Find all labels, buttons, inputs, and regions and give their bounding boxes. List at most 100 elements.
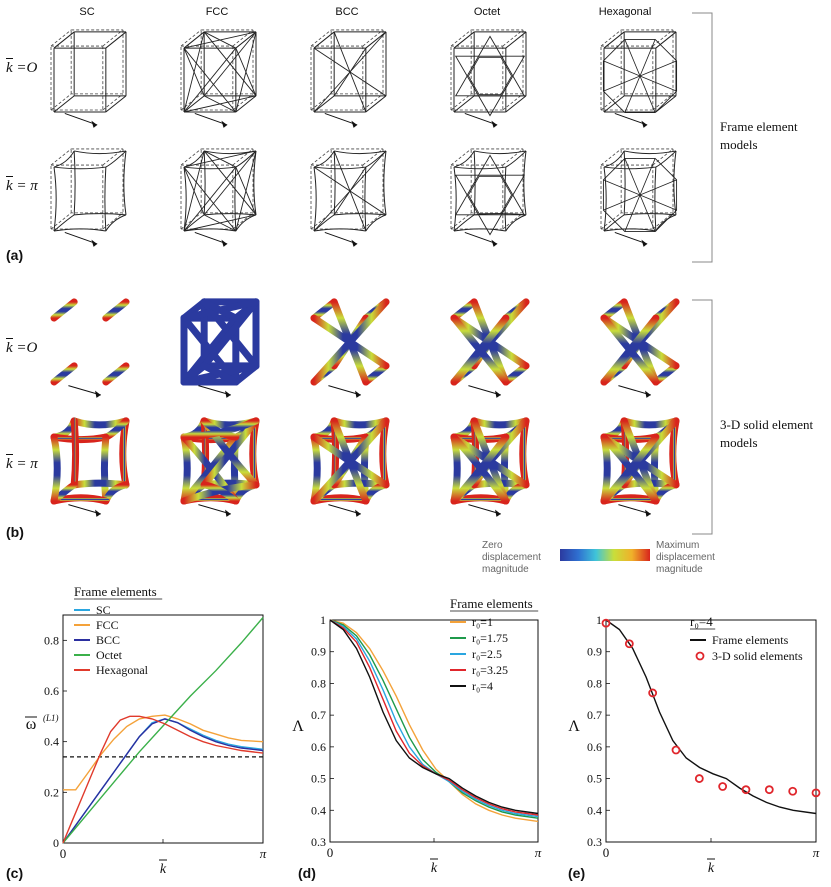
chart-e-point-1-8 — [788, 786, 798, 796]
chart-d-series-0 — [329, 619, 539, 823]
solid-fcc-k0 — [180, 298, 260, 398]
chart-d-ytick-label: 0.3 — [311, 835, 326, 849]
solid-octet-kpi — [450, 417, 530, 517]
lattice-fcc-k0 — [180, 29, 257, 128]
chart-e-point-1-5 — [718, 782, 728, 791]
panel-label-d: (d) — [298, 865, 316, 881]
chart-d-ytick-label: 0.7 — [311, 708, 326, 722]
row-label-k0-b: k =O — [6, 338, 38, 356]
lattice-bcc-kpi — [310, 148, 387, 247]
chart-e-point-1-4 — [694, 774, 704, 783]
panel-label-b: (b) — [6, 524, 24, 540]
chart-c-ytick-label: 0.4 — [44, 735, 59, 749]
chart-e-legend-label-0: Frame elements — [712, 633, 789, 647]
col-head-sc: SC — [79, 6, 95, 18]
col-head-hexagonal: Hexagonal — [598, 6, 652, 18]
solid-octet-k0 — [450, 298, 530, 398]
chart-e: 0.3 0.4 0.5 0.6 0.7 0.8 0.9 1 0 π k Λr₀=4 Frame elem… — [568, 613, 821, 876]
chart-d-series-3 — [329, 619, 539, 816]
row-label-kpi-a: k = π — [6, 176, 38, 194]
colorbar-low-label: Zero displacement magnitude — [482, 540, 541, 575]
chart-c-legend-title: Frame elements — [74, 584, 157, 599]
chart-e-point-1-9 — [811, 788, 821, 798]
colorbar-high-label: Maximum displacement magnitude — [656, 540, 715, 575]
chart-d-xlabel: k — [431, 861, 438, 876]
solid-hexagonal-k0 — [600, 298, 680, 398]
chart-d-legend-label-2: r₀=2.5 — [472, 647, 502, 661]
chart-e-point-1-6 — [741, 785, 751, 795]
chart-d-xtick-label: π — [535, 845, 542, 860]
chart-c-series-1 — [63, 714, 264, 791]
lattice-octet-k0 — [450, 29, 527, 128]
chart-d-legend-label-0: r₀=1 — [472, 615, 493, 629]
chart-d-series-1 — [329, 619, 539, 819]
chart-e-xtick-label: π — [813, 845, 820, 860]
solid-sc-kpi — [50, 417, 130, 517]
lattice-hexagonal-k0 — [600, 29, 678, 128]
chart-e-ytick-label: 0.8 — [587, 676, 602, 690]
chart-c-ytick-label: 0.6 — [44, 684, 59, 698]
panel-label-e: (e) — [568, 865, 586, 881]
chart-d-ytick-label: 0.6 — [311, 740, 326, 754]
solid-bcc-k0 — [310, 298, 390, 398]
chart-c-legend-label-1: FCC — [96, 618, 119, 632]
panel-label-a: (a) — [6, 247, 24, 263]
lattice-fcc-kpi — [180, 148, 257, 247]
chart-e-ytick-label: 0.4 — [587, 803, 602, 817]
chart-d-series-2 — [329, 619, 539, 818]
solid-hexagonal-kpi — [600, 417, 680, 517]
chart-e-ytick-label: 0.5 — [587, 772, 602, 786]
chart-d-series-4 — [329, 619, 539, 815]
solid-bcc-kpi — [310, 417, 390, 517]
chart-d-legend-label-3: r₀=3.25 — [472, 663, 508, 677]
chart-e-xlabel: k — [708, 861, 715, 876]
chart-e-ytick-label: 0.7 — [587, 708, 602, 722]
row-label-k0-a: k =O — [6, 58, 38, 76]
chart-c-xlabel: k — [160, 862, 167, 877]
chart-e-point-1-7 — [764, 785, 774, 795]
chart-c-legend-label-2: BCC — [96, 633, 120, 647]
bracket-solid — [692, 299, 713, 535]
chart-c-legend-label-0: SC — [96, 603, 111, 617]
side-label-solid: 3-D solid element models — [720, 417, 814, 450]
chart-d-ytick-label: 0.5 — [311, 772, 326, 786]
chart-e-legend-label-1: 3-D solid elements — [712, 649, 803, 663]
chart-c-series-4 — [62, 715, 264, 844]
chart-e-point-1-3 — [671, 745, 681, 755]
chart-e-ytick-label: 1 — [596, 613, 602, 627]
lattice-bcc-k0 — [310, 29, 387, 128]
chart-d-legend-label-1: r₀=1.75 — [472, 631, 508, 645]
chart-e-ytick-label: 0.9 — [587, 645, 602, 659]
bracket-frame — [692, 12, 713, 263]
chart-d-ytick-label: 0.8 — [311, 676, 326, 690]
chart-e-point-1-1 — [624, 639, 634, 649]
chart-c-series-0 — [62, 718, 264, 844]
chart-e-xtick-label: 0 — [603, 845, 610, 860]
col-head-bcc: BCC — [335, 6, 359, 18]
chart-c-ylabel: ω — [26, 716, 37, 733]
chart-c-xtick-label: π — [260, 846, 267, 861]
frame-lattice-diagrams — [50, 29, 678, 247]
row-label-kpi-b: k = π — [6, 454, 38, 472]
chart-d-xtick-label: 0 — [327, 845, 334, 860]
chart-c-series-3 — [62, 617, 264, 844]
chart-c-legend-label-3: Octet — [96, 648, 123, 662]
chart-c-ytick-label: 0.2 — [44, 785, 59, 799]
chart-d-ytick-label: 0.9 — [311, 645, 326, 659]
chart-d-legend-label-4: r₀=4 — [472, 679, 493, 693]
chart-e-legend-marker-1 — [695, 651, 705, 661]
chart-c: 0 0.2 0.4 0.6 0.8 0 π k ω (L1) Frame elements SCFCC… — [25, 584, 267, 877]
chart-c-ytick-label: 0.8 — [44, 633, 59, 647]
chart-d-legend-title: Frame elements — [450, 596, 533, 611]
chart-e-legend-title: r₀=4 — [690, 614, 713, 629]
chart-c-axes — [62, 614, 264, 844]
col-head-fcc: FCC — [205, 6, 229, 18]
chart-e-ytick-label: 0.6 — [587, 740, 602, 754]
lattice-sc-kpi — [50, 148, 127, 247]
chart-d-ytick-label: 0.4 — [311, 803, 326, 817]
panel-label-c: (c) — [6, 865, 24, 881]
chart-c-legend-label-4: Hexagonal — [96, 663, 149, 677]
chart-d-ytick-label: 1 — [320, 613, 326, 627]
chart-c-ytick-label: 0 — [53, 836, 59, 850]
col-head-octet: Octet — [473, 6, 501, 18]
